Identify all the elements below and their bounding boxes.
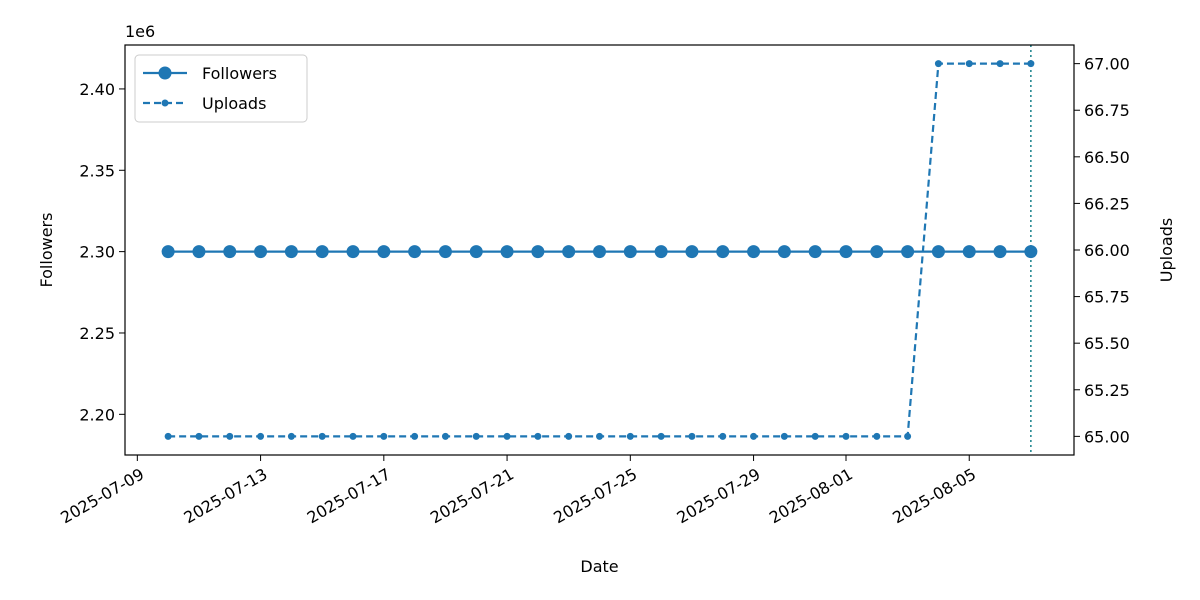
followers-point-22 xyxy=(839,245,853,259)
left-tick-label-2: 2.30 xyxy=(79,243,115,262)
followers-point-26 xyxy=(962,245,976,259)
followers-point-25 xyxy=(931,245,945,259)
uploads-point-5 xyxy=(318,432,326,440)
followers-point-19 xyxy=(747,245,761,259)
legend-uploads-label: Uploads xyxy=(202,94,266,113)
x-tick-label-6: 2025-08-01 xyxy=(766,464,856,527)
uploads-point-3 xyxy=(257,432,265,440)
followers-point-21 xyxy=(808,245,822,259)
followers-point-7 xyxy=(377,245,391,259)
left-tick-label-4: 2.40 xyxy=(79,80,115,99)
followers-point-9 xyxy=(438,245,452,259)
uploads-point-25 xyxy=(934,60,942,68)
followers-point-0 xyxy=(161,245,175,259)
right-tick-label-2: 65.50 xyxy=(1084,334,1130,353)
uploads-point-14 xyxy=(596,432,603,440)
uploads-point-21 xyxy=(811,432,819,440)
uploads-point-1 xyxy=(195,432,203,440)
followers-point-2 xyxy=(223,245,237,259)
uploads-point-28 xyxy=(1027,60,1035,68)
followers-point-8 xyxy=(408,245,422,259)
followers-point-11 xyxy=(500,245,514,259)
x-tick-label-7: 2025-08-05 xyxy=(889,464,979,527)
x-tick-label-1: 2025-07-13 xyxy=(181,464,271,527)
left-tick-label-1: 2.25 xyxy=(79,324,115,343)
uploads-point-2 xyxy=(226,432,234,440)
followers-point-5 xyxy=(315,245,329,259)
right-tick-label-3: 65.75 xyxy=(1084,288,1130,307)
followers-point-27 xyxy=(993,245,1007,259)
x-tick-label-4: 2025-07-25 xyxy=(550,464,640,527)
followers-point-20 xyxy=(777,245,791,259)
right-tick-label-4: 66.00 xyxy=(1084,241,1130,260)
followers-point-16 xyxy=(654,245,668,259)
uploads-point-22 xyxy=(842,432,850,440)
followers-point-28 xyxy=(1024,245,1038,259)
uploads-point-7 xyxy=(380,432,388,440)
followers-point-3 xyxy=(254,245,268,259)
x-tick-label-0: 2025-07-09 xyxy=(57,464,147,527)
uploads-point-6 xyxy=(349,432,357,440)
uploads-point-23 xyxy=(873,432,881,440)
left-tick-label-3: 2.35 xyxy=(79,161,115,180)
uploads-point-17 xyxy=(688,432,696,440)
right-tick-label-8: 67.00 xyxy=(1084,55,1130,74)
followers-point-15 xyxy=(623,245,637,259)
left-tick-label-0: 2.20 xyxy=(79,405,115,424)
uploads-point-13 xyxy=(565,432,573,440)
followers-point-14 xyxy=(593,245,606,259)
x-tick-label-2: 2025-07-17 xyxy=(304,464,394,527)
followers-point-6 xyxy=(346,245,360,259)
right-tick-label-7: 66.75 xyxy=(1084,101,1130,120)
right-tick-label-5: 66.25 xyxy=(1084,194,1130,213)
uploads-point-0 xyxy=(164,432,172,440)
legend-box xyxy=(134,54,308,123)
followers-point-18 xyxy=(716,245,730,259)
uploads-point-24 xyxy=(904,432,912,440)
followers-point-24 xyxy=(901,245,915,259)
right-tick-label-1: 65.25 xyxy=(1084,381,1130,400)
right-tick-label-0: 65.00 xyxy=(1084,427,1130,446)
followers-point-4 xyxy=(284,245,298,259)
uploads-point-20 xyxy=(780,432,788,440)
uploads-point-4 xyxy=(287,432,295,440)
uploads-point-27 xyxy=(996,60,1004,68)
followers-point-10 xyxy=(469,245,483,259)
followers-point-12 xyxy=(531,245,545,259)
legend-followers-marker xyxy=(158,66,172,80)
followers-point-23 xyxy=(870,245,884,259)
uploads-point-15 xyxy=(626,432,634,440)
x-tick-label-3: 2025-07-21 xyxy=(427,464,517,527)
uploads-point-12 xyxy=(534,432,542,440)
uploads-point-10 xyxy=(472,432,480,440)
uploads-point-11 xyxy=(503,432,511,440)
x-tick-label-5: 2025-07-29 xyxy=(674,464,764,527)
left-axis-label: Followers xyxy=(37,213,56,288)
right-tick-label-6: 66.50 xyxy=(1084,148,1130,167)
x-axis-label: Date xyxy=(580,557,618,576)
uploads-point-26 xyxy=(965,60,973,68)
uploads-point-9 xyxy=(441,432,449,440)
legend-uploads-marker xyxy=(161,99,169,107)
uploads-point-18 xyxy=(719,432,727,440)
uploads-point-16 xyxy=(657,432,665,440)
followers-point-17 xyxy=(685,245,699,259)
left-axis-offset-text: 1e6 xyxy=(125,22,155,41)
legend-followers-label: Followers xyxy=(202,64,277,83)
followers-point-13 xyxy=(562,245,576,259)
uploads-point-19 xyxy=(750,432,758,440)
followers-point-1 xyxy=(192,245,206,259)
uploads-point-8 xyxy=(411,432,419,440)
right-axis-label: Uploads xyxy=(1157,218,1176,282)
